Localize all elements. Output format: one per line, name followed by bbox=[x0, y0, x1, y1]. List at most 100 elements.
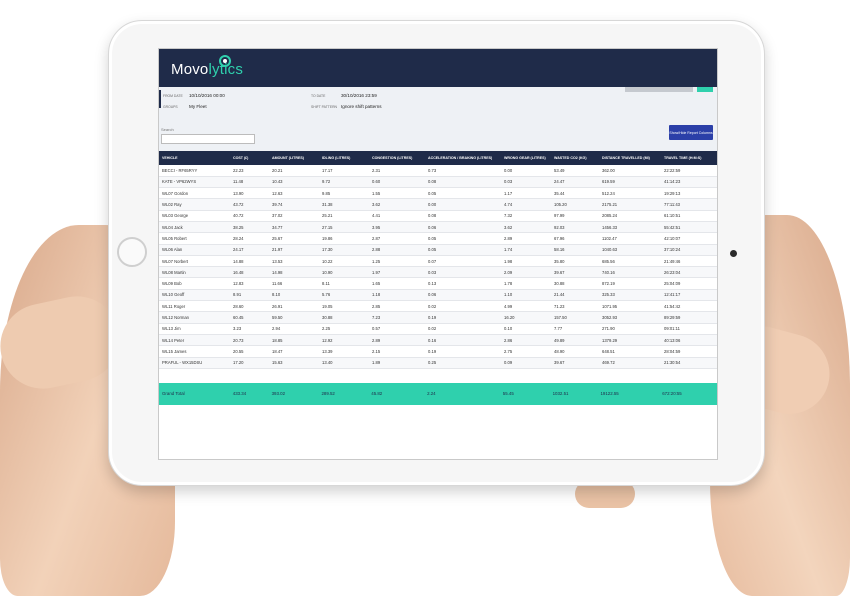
table-row[interactable]: KATE - VP62WYS 11.48 10.43 9.72 0.60 0.08 0.03… bbox=[159, 176, 717, 189]
table-cell: 16.48 bbox=[230, 266, 269, 279]
column-header[interactable]: ACCELERATION / BRAKING (LITRES) bbox=[425, 151, 501, 165]
table-cell: 77:11:43 bbox=[661, 198, 717, 211]
table-row[interactable]: WL11 Roger 28.60 26.91 19.05 2.85 0.02 4.99 71.… bbox=[159, 300, 717, 313]
table-cell: 13.40 bbox=[319, 357, 369, 369]
table-cell: 7.32 bbox=[501, 210, 551, 222]
table-cell: 1.65 bbox=[369, 277, 425, 290]
tablet-camera bbox=[730, 250, 737, 257]
table-cell: 740.16 bbox=[599, 266, 661, 279]
column-header[interactable]: AMOUNT (LITRES) bbox=[269, 151, 319, 165]
table-cell: WL07 Gordon bbox=[159, 187, 230, 200]
table-row[interactable]: BECCI - RF65RYY 22.23 20.21 17.17 2.31 0.73 0.… bbox=[159, 165, 717, 177]
table-cell: 1102.47 bbox=[599, 232, 661, 245]
table-cell: 1071.95 bbox=[599, 300, 661, 313]
shift-pattern-label: SHIFT PATTERN bbox=[311, 105, 337, 109]
column-header[interactable]: IDLING (LITRES) bbox=[319, 151, 369, 165]
table-row[interactable]: WL09 Bob 12.83 11.66 8.11 1.65 0.13 1.78 30.88 8… bbox=[159, 277, 717, 290]
table-row[interactable]: WL05 Robert 28.24 25.67 19.86 2.87 0.05 2.89 67… bbox=[159, 232, 717, 245]
table-cell: 41:14:23 bbox=[661, 176, 717, 189]
table-row[interactable]: WL12 Norman 60.45 59.50 30.88 7.23 0.19 16.20 1… bbox=[159, 311, 717, 324]
search-input[interactable] bbox=[161, 134, 255, 144]
table-cell: 2.15 bbox=[369, 345, 425, 358]
table-cell: 0.09 bbox=[501, 357, 551, 369]
table-row[interactable]: WL13 Jim 3.23 2.94 2.25 0.57 0.02 0.10 7.77 271.… bbox=[159, 323, 717, 335]
table-cell: 20.55 bbox=[230, 345, 269, 358]
table-cell: 0.73 bbox=[425, 165, 501, 177]
table-row[interactable]: WL04 Jack 38.25 34.77 27.15 3.95 0.06 3.62 92.0… bbox=[159, 221, 717, 234]
table-row[interactable]: WL03 George 40.72 37.02 25.21 4.41 0.08 7.32 97… bbox=[159, 210, 717, 222]
table-cell: 13.53 bbox=[269, 255, 319, 268]
table-row[interactable]: WL06 Alan 24.17 21.97 17.30 2.88 0.05 1.74 58.1… bbox=[159, 244, 717, 256]
table-cell: 43.72 bbox=[230, 198, 269, 211]
table-cell: 25.21 bbox=[319, 210, 369, 222]
to-date-value[interactable]: 30/10/2016 23:59 bbox=[341, 93, 377, 98]
run-report-button[interactable] bbox=[625, 87, 693, 92]
table-cell: 19:29:13 bbox=[661, 187, 717, 200]
table-cell: 11.48 bbox=[230, 176, 269, 189]
table-cell: 1.18 bbox=[369, 289, 425, 302]
table-cell: 59.50 bbox=[269, 311, 319, 324]
table-cell: 1.89 bbox=[369, 357, 425, 369]
table-row[interactable]: WL07 Norbert 14.88 13.53 10.22 1.25 0.07 1.98 3… bbox=[159, 255, 717, 268]
to-date-label: TO DATE bbox=[311, 94, 326, 98]
table-row[interactable]: WL14 Peter 20.73 18.85 12.92 2.89 0.16 2.86 49.… bbox=[159, 334, 717, 347]
table-cell: 38.25 bbox=[230, 221, 269, 234]
table-cell: 2.87 bbox=[369, 232, 425, 245]
table-cell: 157.50 bbox=[551, 311, 599, 324]
shift-pattern-value[interactable]: Ignore shift patterns bbox=[341, 104, 382, 109]
table-cell: 21.97 bbox=[269, 244, 319, 256]
table-row[interactable]: WL02 Ray 43.72 39.74 31.38 3.62 0.00 4.74 105.2… bbox=[159, 198, 717, 211]
table-spacer bbox=[159, 368, 717, 383]
export-button[interactable] bbox=[697, 87, 713, 92]
table-row[interactable]: WL08 Martin 16.48 14.98 10.90 1.97 0.03 2.09 39… bbox=[159, 266, 717, 279]
table-cell: 35.44 bbox=[551, 187, 599, 200]
table-cell: 2.75 bbox=[501, 345, 551, 358]
table-cell: 1040.63 bbox=[599, 244, 661, 256]
table-cell: 13.39 bbox=[319, 345, 369, 358]
from-date-value[interactable]: 10/10/2016 00:00 bbox=[189, 93, 225, 98]
table-row[interactable]: WL15 James 20.55 18.47 13.39 2.15 0.19 2.75 48.… bbox=[159, 345, 717, 358]
table-cell: 1.74 bbox=[501, 244, 551, 256]
table-cell: 872.19 bbox=[599, 277, 661, 290]
logo-text-accent: lytics bbox=[208, 61, 244, 78]
table-cell: WL13 Jim bbox=[159, 323, 230, 335]
table-cell: 469.72 bbox=[599, 357, 661, 369]
table-cell: 39.67 bbox=[551, 357, 599, 369]
tablet-home-button[interactable] bbox=[117, 237, 147, 267]
groups-value[interactable]: My Fleet bbox=[189, 104, 207, 109]
column-header[interactable]: CONGESTION (LITRES) bbox=[369, 151, 425, 165]
column-header[interactable]: TRAVEL TIME (H:M:S) bbox=[661, 151, 717, 165]
table-cell: 21:49:46 bbox=[661, 255, 717, 268]
table-cell: 40.72 bbox=[230, 210, 269, 222]
table-cell: 8.11 bbox=[319, 277, 369, 290]
table-row[interactable]: WL10 Geoff 8.91 8.10 5.76 1.18 0.06 1.10 21.44 3… bbox=[159, 289, 717, 302]
table-cell: 40:13:06 bbox=[661, 334, 717, 347]
table-body: BECCI - RF65RYY 22.23 20.21 17.17 2.31 0.73 0.… bbox=[159, 165, 717, 369]
column-header[interactable]: WASTED CO2 (KG) bbox=[551, 151, 599, 165]
table-cell: 9.72 bbox=[319, 176, 369, 189]
grand-total-cell: 2.24 bbox=[427, 391, 436, 397]
table-cell: 71.23 bbox=[551, 300, 599, 313]
table-cell: 685.56 bbox=[599, 255, 661, 268]
table-cell: 1.25 bbox=[369, 255, 425, 268]
table-cell: 10.22 bbox=[319, 255, 369, 268]
table-cell: 0.03 bbox=[501, 176, 551, 189]
logo-gear-icon bbox=[219, 55, 231, 67]
table-row[interactable]: PRAFUL - WX15DSU 17.20 15.63 13.40 1.89 0.25 0… bbox=[159, 357, 717, 369]
table-cell: 49.89 bbox=[551, 334, 599, 347]
column-header[interactable]: WRONG GEAR (LITRES) bbox=[501, 151, 551, 165]
table-cell: 2.89 bbox=[501, 232, 551, 245]
grand-total-cell: 393.02 bbox=[271, 391, 286, 397]
show-hide-columns-button[interactable]: Show/Hide Report Columns bbox=[669, 125, 713, 140]
grand-total-cell: Grand Total bbox=[162, 391, 185, 397]
table-cell: 0.02 bbox=[425, 323, 501, 335]
table-cell: 5.76 bbox=[319, 289, 369, 302]
column-header[interactable]: DISTANCE TRAVELLED (MI) bbox=[599, 151, 661, 165]
table-cell: 10.90 bbox=[319, 266, 369, 279]
column-header[interactable]: VEHICLE bbox=[159, 151, 230, 165]
movolytics-logo[interactable]: Movolytics bbox=[171, 61, 243, 78]
table-cell: WL09 Bob bbox=[159, 277, 230, 290]
column-header[interactable]: COST (£) bbox=[230, 151, 269, 165]
table-cell: 35.80 bbox=[551, 255, 599, 268]
table-row[interactable]: WL07 Gordon 13.90 12.63 9.85 1.55 0.05 1.17 35.… bbox=[159, 187, 717, 200]
